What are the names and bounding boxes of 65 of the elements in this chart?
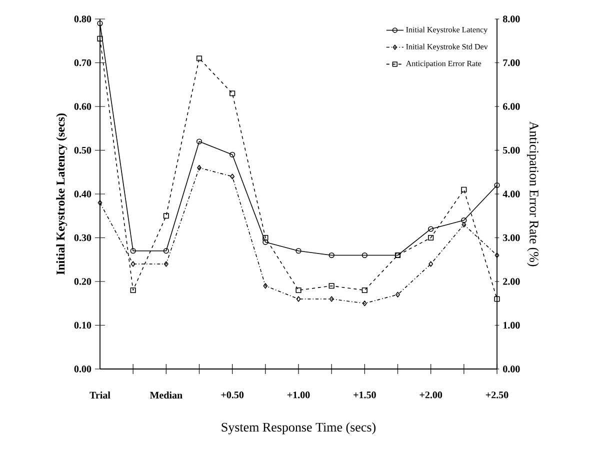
- y2-tick-label: 8.00: [503, 16, 520, 22]
- point: [196, 138, 202, 144]
- point: [98, 200, 102, 206]
- point: [461, 217, 467, 224]
- y2-tick-label: 5.00: [503, 146, 520, 154]
- point: [428, 261, 434, 267]
- point: [462, 222, 466, 228]
- x-tick-label: +2.50: [486, 392, 508, 398]
- point: [262, 234, 268, 241]
- point: [163, 248, 169, 254]
- x-tick-label: +1.50: [354, 392, 376, 398]
- point: [428, 234, 434, 241]
- point: [230, 174, 235, 180]
- y2-tick-label: 0.00: [503, 366, 520, 372]
- legend-label: Initial Keystroke Std Dev: [406, 44, 488, 52]
- y-tick-label: 0.50: [74, 146, 92, 154]
- y-tick-label: 0.20: [74, 278, 92, 285]
- point: [461, 186, 467, 192]
- x-tick-label: Median: [150, 392, 182, 399]
- point: [396, 292, 400, 298]
- point: [428, 226, 434, 232]
- point: [97, 36, 103, 42]
- y-tick-label: 0.70: [74, 59, 92, 66]
- y-tick-label: 0.00: [74, 366, 92, 372]
- point: [230, 90, 236, 96]
- y2-tick-label: 6.00: [503, 103, 520, 110]
- point: [328, 252, 334, 258]
- x-tick-label: +1.00: [287, 392, 310, 398]
- x-axis-title: System Response Time (secs): [222, 422, 376, 434]
- legend-label: Initial Keystroke Latency: [406, 26, 488, 34]
- y-tick-label: 0.40: [74, 190, 92, 198]
- y2-tick-label: 2.00: [503, 278, 520, 285]
- y2-tick-label: 3.00: [503, 234, 520, 242]
- y-tick-label: 0.30: [74, 234, 92, 242]
- point: [164, 261, 168, 267]
- x-tick-label: +2.00: [420, 392, 442, 398]
- point: [196, 56, 202, 62]
- y-tick-label: 0.80: [74, 16, 92, 22]
- y-axis-title: Initial Keystroke Latency (secs): [56, 113, 68, 275]
- point: [230, 152, 236, 158]
- y2-tick-label: 1.00: [503, 322, 520, 329]
- x-tick-label: Trial: [90, 392, 110, 399]
- point: [329, 296, 334, 302]
- point: [362, 300, 367, 306]
- point: [163, 213, 169, 219]
- point: [130, 248, 136, 254]
- y-tick-label: 0.60: [74, 103, 92, 110]
- point: [262, 239, 268, 245]
- point: [130, 261, 136, 267]
- y-tick-label: 0.10: [74, 322, 92, 329]
- point: [263, 283, 268, 289]
- point: [296, 248, 302, 254]
- point: [296, 296, 301, 302]
- point: [494, 296, 500, 302]
- point: [362, 287, 368, 294]
- y2-axis-title: Anticipation Error Rate (%): [527, 121, 539, 266]
- point: [494, 252, 500, 258]
- point: [362, 252, 368, 258]
- y2-tick-label: 4.00: [502, 190, 520, 198]
- legend-label: Anticipation Error Rate: [406, 60, 482, 68]
- x-tick-label: +0.50: [221, 392, 244, 398]
- point: [328, 283, 334, 289]
- y2-tick-label: 7.00: [503, 59, 520, 66]
- point: [130, 287, 136, 294]
- point: [296, 287, 302, 294]
